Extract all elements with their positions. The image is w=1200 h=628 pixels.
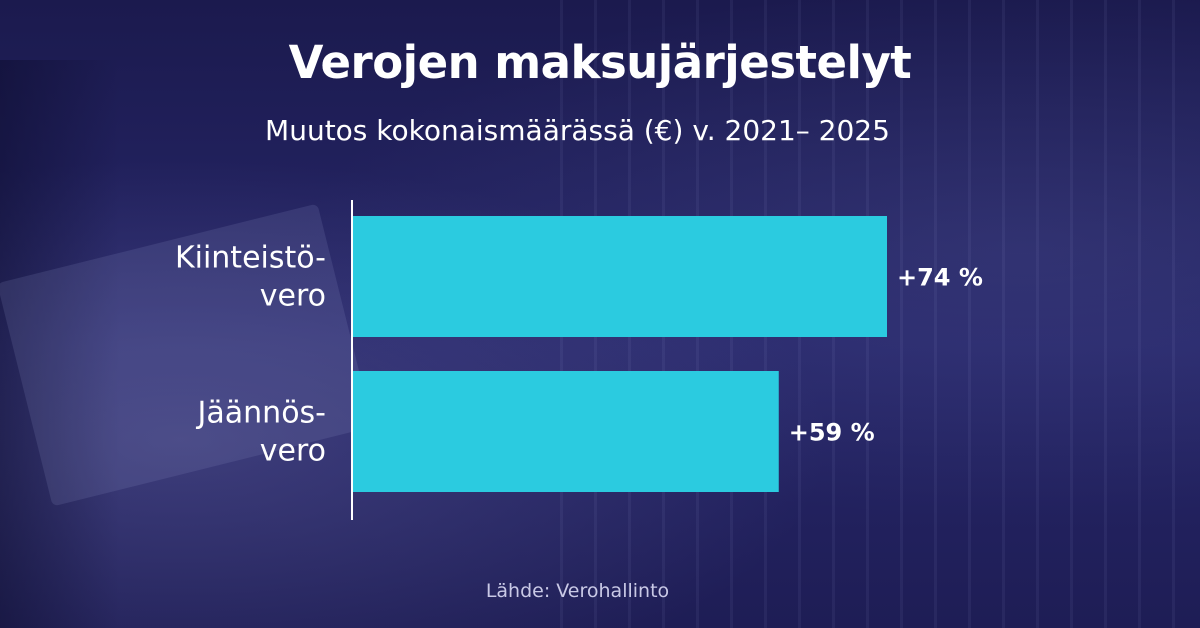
category-label-0: Kiinteistö-vero [175, 241, 326, 314]
chart-subtitle: Muutos kokonaismäärässä (€) v. 2021– 202… [265, 114, 890, 147]
bar-1 [353, 371, 779, 492]
category-label-line: Kiinteistö- [175, 241, 326, 276]
category-label-line: vero [260, 434, 326, 469]
category-label-line: vero [260, 279, 326, 314]
background-shadow [0, 60, 120, 628]
value-label-1: +59 % [789, 419, 875, 447]
category-label-line: Jäännös- [196, 396, 326, 431]
category-label-1: Jäännös-vero [196, 396, 326, 469]
bar-0 [353, 216, 887, 337]
value-label-0: +74 % [897, 264, 983, 292]
chart-title: Verojen maksujärjestelyt [288, 36, 912, 89]
source-note: Lähde: Verohallinto [485, 580, 670, 602]
